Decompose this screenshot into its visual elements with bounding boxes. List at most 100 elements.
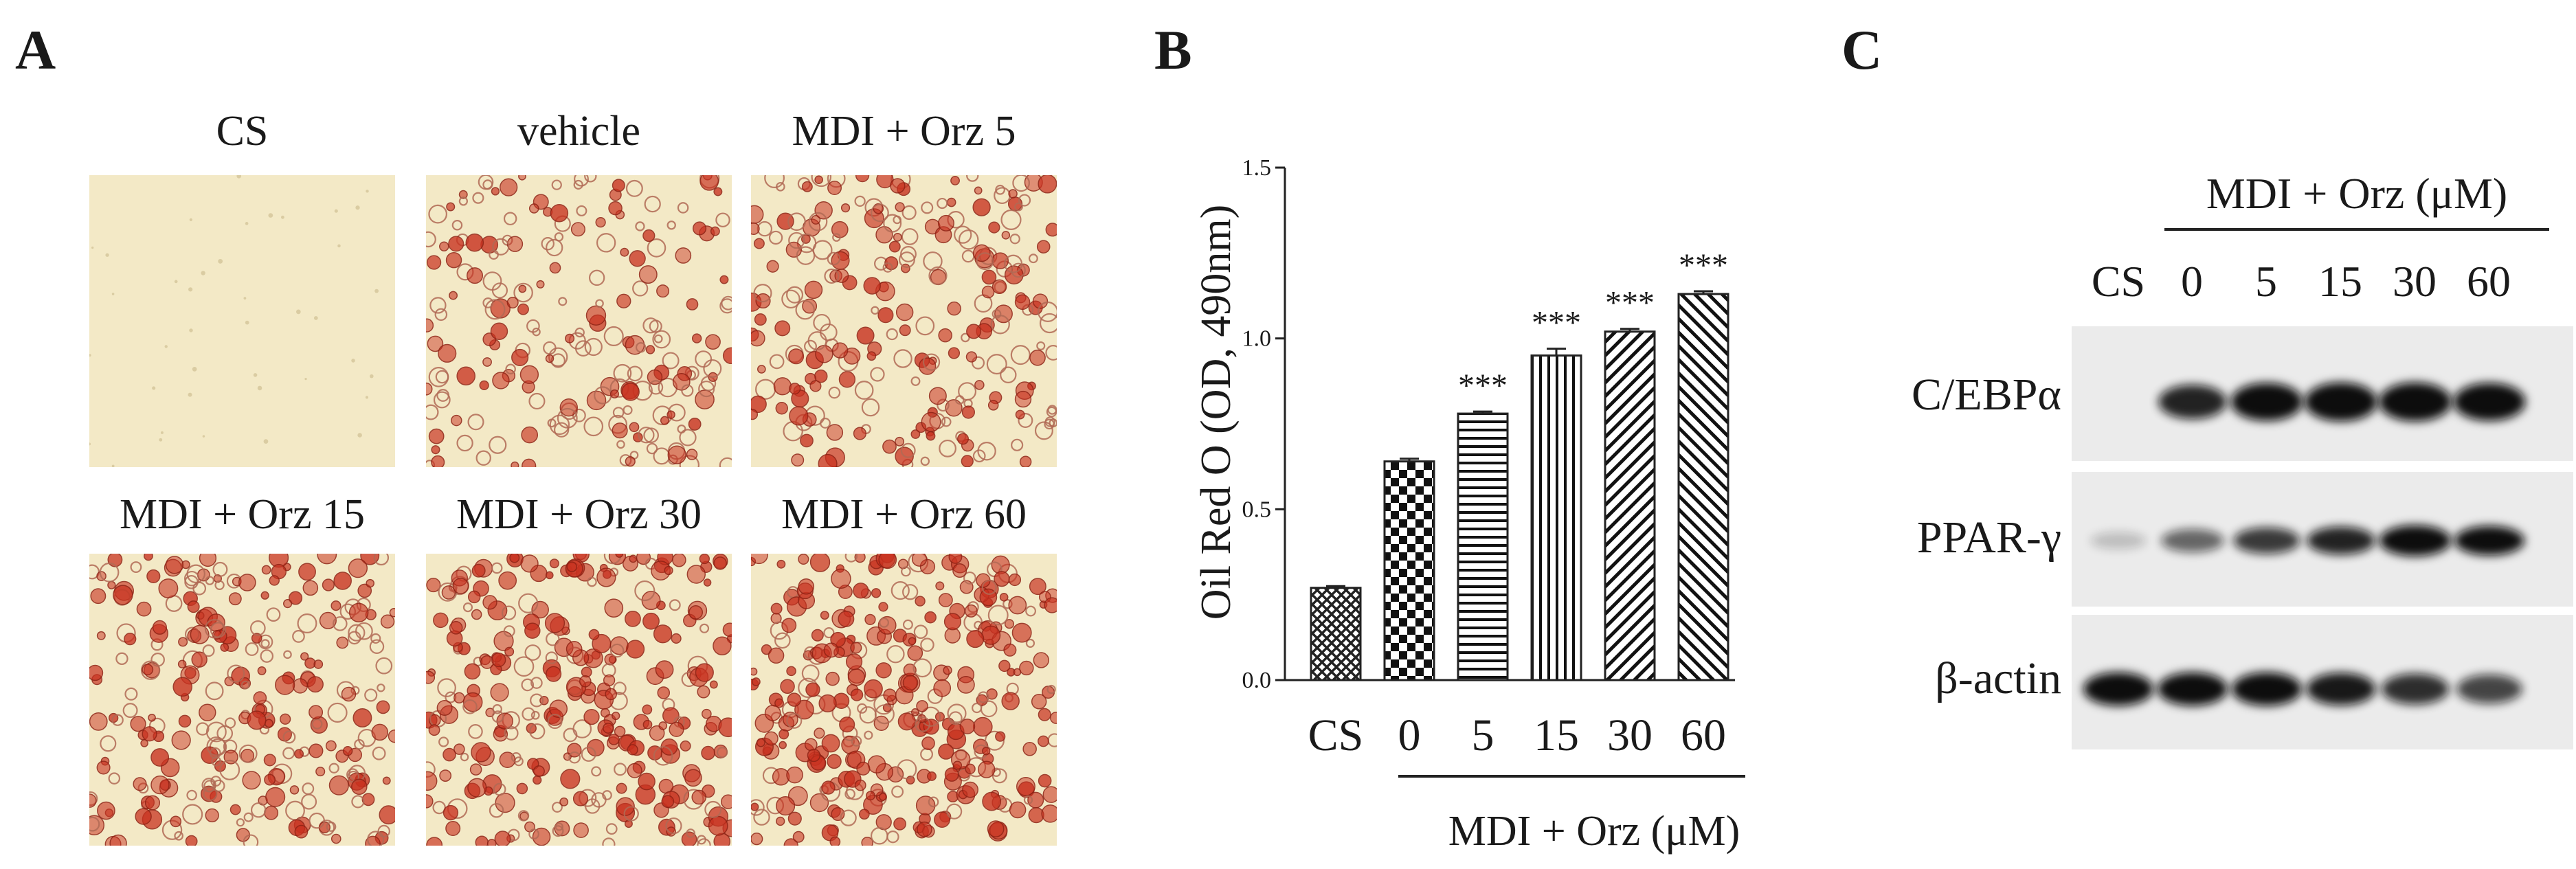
lipid-droplet [603,723,614,734]
cell-outline [456,434,473,452]
cell-outline [958,229,979,250]
cell-outline [186,564,205,584]
cell-outline [596,233,616,253]
lipid-droplet [981,269,997,285]
cell-outline [915,716,931,732]
blot-band [2158,385,2227,419]
cell-outline [122,703,138,719]
lipid-droplet [657,686,671,699]
cell-outline [587,576,597,587]
cell-outline [370,633,381,644]
lipid-droplet [433,612,449,629]
lipid-droplet [642,719,653,730]
lipid-droplet [1041,804,1057,823]
blot-band [2233,527,2300,554]
cell-outline [292,630,305,643]
lipid-droplet [519,365,539,384]
lipid-droplet [826,424,844,441]
lipid-droplet [1008,573,1022,587]
western-blot [2072,326,2573,749]
blot-band [2453,383,2526,421]
cell-outline [150,653,165,667]
cell-outline [202,644,215,657]
lipid-droplet [469,763,482,776]
lipid-droplet [130,716,146,732]
cell-outline [900,442,916,458]
debris-speck [192,367,197,372]
cell-outline [250,802,267,818]
lipid-droplet [144,554,153,561]
lipid-droplet [956,675,975,694]
cell-outline [436,389,450,402]
cell-outline [954,395,965,405]
cell-outline [698,381,715,398]
cell-outline [1045,345,1057,361]
lipid-droplet [947,301,961,316]
cell-outline [437,678,456,697]
lipid-droplet [787,811,802,826]
lipid-droplet [524,821,535,833]
cell-outline [995,184,1005,195]
lipid-droplet [1004,619,1015,629]
cell-outline [928,266,948,285]
lipid-droplet [518,284,527,293]
debris-speck [334,209,338,213]
cell-outline [591,766,602,777]
cell-outline [1010,345,1031,365]
lipid-droplet [371,723,389,741]
lipid-droplet [629,250,646,267]
lipid-droplet [669,721,684,737]
lipid-droplet [703,578,712,587]
lipid-droplet [957,666,975,684]
lipid-droplet [265,787,286,807]
micrograph-canvas [426,175,732,467]
lipid-droplet [471,609,482,620]
cell-outline [468,724,483,739]
cell-outline [922,353,941,371]
lipid-droplet [439,769,452,782]
lipid-droplet [309,705,324,720]
lipid-droplet [573,822,589,838]
lipid-droplet [686,565,706,584]
lipid-droplet [146,569,161,584]
cell-outline [547,418,557,428]
cell-outline [573,179,583,190]
lipid-droplet [289,785,300,795]
lipid-droplet [791,453,805,467]
lipid-droplet [708,815,728,836]
lipid-droplet [379,805,395,825]
lipid-droplet [136,601,152,617]
significance-label: *** [1532,305,1581,341]
cell-outline [184,627,200,642]
lipid-droplet [766,260,779,273]
lipid-droplet [681,831,697,846]
lipid-droplet [788,348,805,365]
lipid-droplet [621,383,640,401]
lipid-droplet [814,727,825,739]
lipid-droplet [754,714,774,733]
lipid-droplet [172,677,192,697]
lipid-droplet [974,186,983,195]
lipid-droplet [1031,694,1047,710]
lipid-droplet [855,175,870,183]
lipid-droplet [994,571,1010,587]
lipid-droplet [768,647,785,664]
lipid-droplet [823,642,839,658]
cell-outline [526,319,540,333]
cell-outline [1034,421,1053,440]
cell-outline [669,599,681,611]
cell-outline [913,624,928,639]
lipid-droplet [113,585,133,605]
lipid-droplet [895,436,905,447]
cell-outline [1025,638,1035,648]
cell-outline [591,792,607,808]
debris-speck [160,431,164,434]
lipid-droplet [449,291,458,300]
lipid-droplet [1022,742,1037,756]
lipid-droplet [911,708,919,716]
bar-5 [1457,412,1509,681]
debris-speck [202,435,205,438]
lipid-droplet [550,203,569,223]
lipid-droplet [608,201,623,216]
cell-outline [703,359,722,378]
